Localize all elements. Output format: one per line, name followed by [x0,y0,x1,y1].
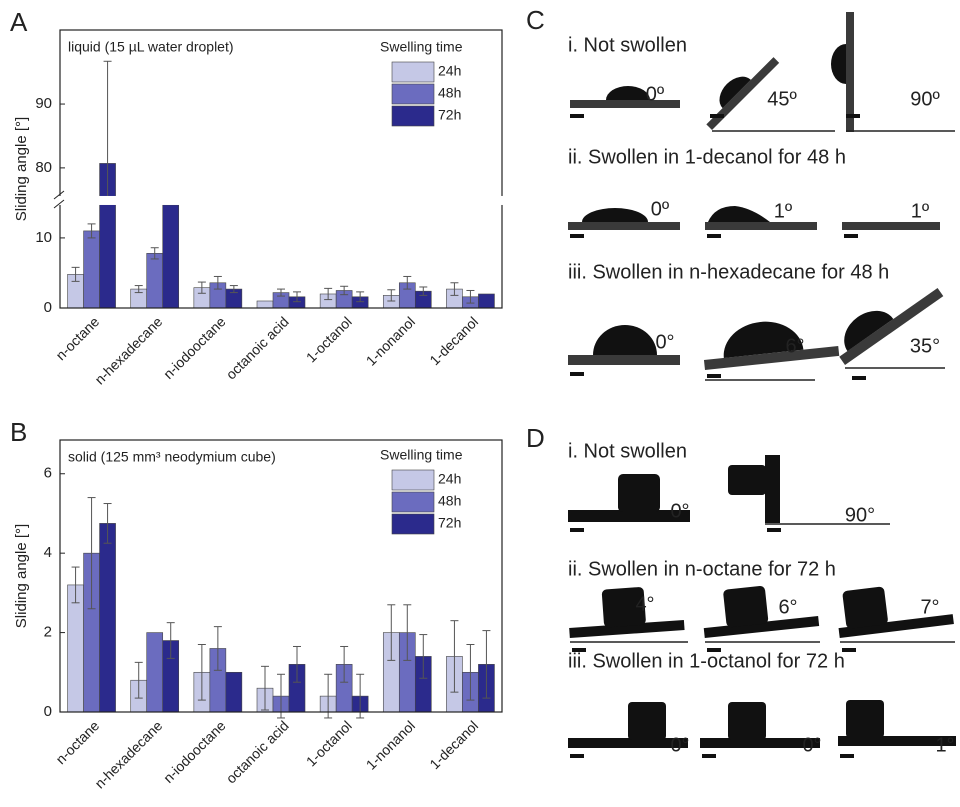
legend-label: 24h [438,63,461,79]
plot-frame [60,30,502,308]
y-tick-label: 2 [44,624,52,641]
annotation: liquid (15 µL water droplet) [68,39,234,55]
bar [163,205,179,308]
y-tick-label: 0 [44,703,52,720]
panel-row-title: iii. Swollen in n-hexadecane for 48 h [568,261,889,283]
x-tick-label: 1-decanol [426,313,481,368]
annotation: solid (125 mm³ neodymium cube) [68,449,276,465]
x-tick-label: 1-decanol [426,717,481,772]
x-tick-label: n-iodooctane [160,313,229,382]
y-tick-label: 6 [44,465,52,482]
bar [478,294,494,308]
angle-label: 35° [910,335,940,357]
legend-label: 48h [438,85,461,101]
bar [147,633,163,712]
angle-label: 45º [767,88,797,110]
legend-label: 72h [438,107,461,123]
angle-label: 0° [802,734,821,756]
angle-label: 0º [651,198,670,220]
y-axis-label: Sliding angle [°] [13,524,30,628]
angle-label: 4° [635,593,654,615]
angle-label: 6° [778,596,797,618]
bar [84,231,100,308]
angle-label: 6° [785,335,804,357]
bar [257,301,273,308]
y-tick-label: 90 [35,95,52,112]
x-tick-label: octanoic acid [223,717,292,786]
x-tick-label: octanoic acid [223,313,292,382]
legend-swatch [392,84,434,104]
figure: Aliquid (15 µL water droplet) Sliding ang… [0,0,960,807]
legend-swatch [392,492,434,512]
angle-label: 90° [845,504,875,526]
x-tick-label: n-octane [52,717,102,767]
plot-frame [60,440,502,712]
legend-swatch [392,470,434,490]
y-axis-label: Sliding angle [°] [13,117,30,221]
angle-label: 0º [646,83,665,105]
y-tick-label: 0 [44,299,52,316]
y-tick-label: 80 [35,159,52,176]
panel-row-title: i. Not swollen [568,34,687,56]
bar [100,523,116,712]
panel-row-title: iii. Swollen in 1-octanol for 72 h [568,650,845,672]
angle-label: 1º [911,200,930,222]
legend-swatch [392,62,434,82]
angle-label: 7° [920,596,939,618]
x-tick-label: 1-octanol [303,717,355,769]
x-tick-label: 1-nonanol [363,717,418,772]
legend-label: 72h [438,515,461,531]
angle-label: 1º [774,200,793,222]
angle-label: 1° [935,734,954,756]
bar [147,253,163,308]
x-tick-label: 1-nonanol [363,313,418,368]
panel-label: A [10,7,28,37]
legend-title: Swelling time [380,447,463,463]
angle-label: 0° [655,331,674,353]
legend-swatch [392,514,434,534]
x-tick-label: n-hexadecane [91,313,165,387]
panel-d-images [567,455,956,758]
angle-label: 0° [670,734,689,756]
x-tick-label: 1-octanol [303,313,355,365]
panel-row-title: ii. Swollen in 1-decanol for 48 h [568,146,846,168]
y-tick-label: 4 [44,544,52,561]
legend-title: Swelling time [380,39,463,55]
panel-row-title: i. Not swollen [568,440,687,462]
panel-label: D [526,423,545,453]
axis-break-gap [54,196,508,205]
panel-label: C [526,5,545,35]
angle-label: 0° [670,500,689,522]
bar [226,672,242,712]
y-tick-label: 10 [35,229,52,246]
panel-row-title: ii. Swollen in n-octane for 72 h [568,558,836,580]
legend-label: 24h [438,471,461,487]
panel-c-images [568,12,955,380]
legend-label: 48h [438,493,461,509]
angle-label: 90º [910,88,940,110]
bar [68,585,84,712]
panel-label: B [10,417,27,447]
legend-swatch [392,106,434,126]
x-tick-label: n-iodooctane [160,717,229,786]
x-tick-label: n-octane [52,313,102,363]
x-tick-label: n-hexadecane [91,717,165,791]
